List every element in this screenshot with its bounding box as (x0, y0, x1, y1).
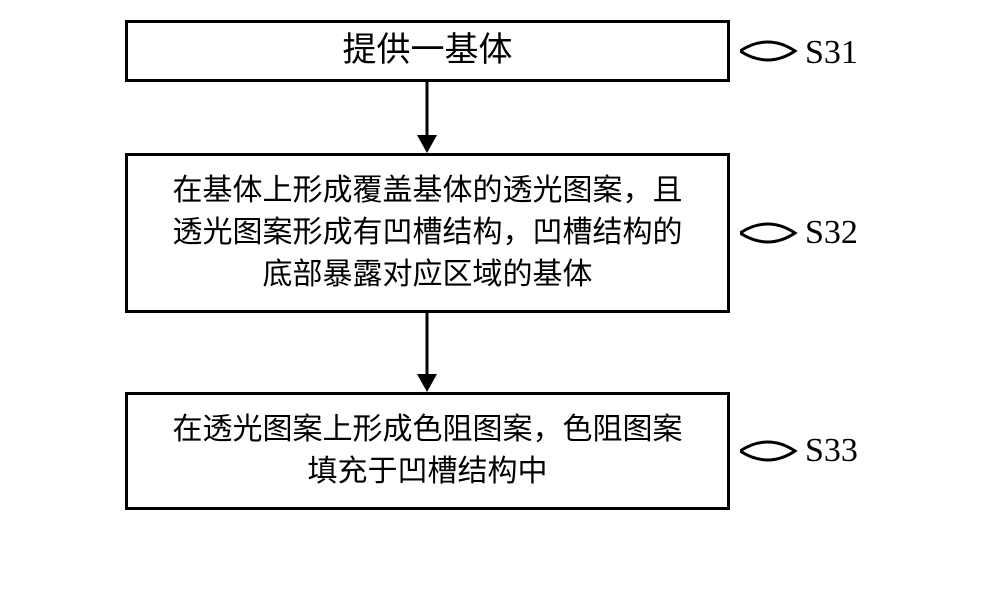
step-box-s32: 在基体上形成覆盖基体的透光图案，且 透光图案形成有凹槽结构，凹槽结构的 底部暴露… (125, 153, 730, 313)
step-text-s32: 在基体上形成覆盖基体的透光图案，且 透光图案形成有凹槽结构，凹槽结构的 底部暴露… (173, 170, 683, 296)
step-label-s32: S32 (805, 214, 858, 252)
step-label-s33: S33 (805, 432, 858, 470)
flowchart-container: 提供一基体 S31 在基体上形成覆盖基体的透光图案，且 透光图案形成有凹槽结构，… (0, 0, 1000, 591)
step-box-s31: 提供一基体 (125, 20, 730, 82)
step-text-s31: 提供一基体 (343, 27, 513, 75)
arrow-s31-s32 (413, 82, 441, 153)
step-text-s33: 在透光图案上形成色阻图案，色阻图案 填充于凹槽结构中 (173, 409, 683, 493)
connector-s31 (740, 33, 800, 69)
connector-s32 (740, 215, 800, 251)
arrow-s32-s33 (413, 313, 441, 392)
connector-s33 (740, 433, 800, 469)
step-box-s33: 在透光图案上形成色阻图案，色阻图案 填充于凹槽结构中 (125, 392, 730, 510)
step-label-s31: S31 (805, 34, 858, 72)
